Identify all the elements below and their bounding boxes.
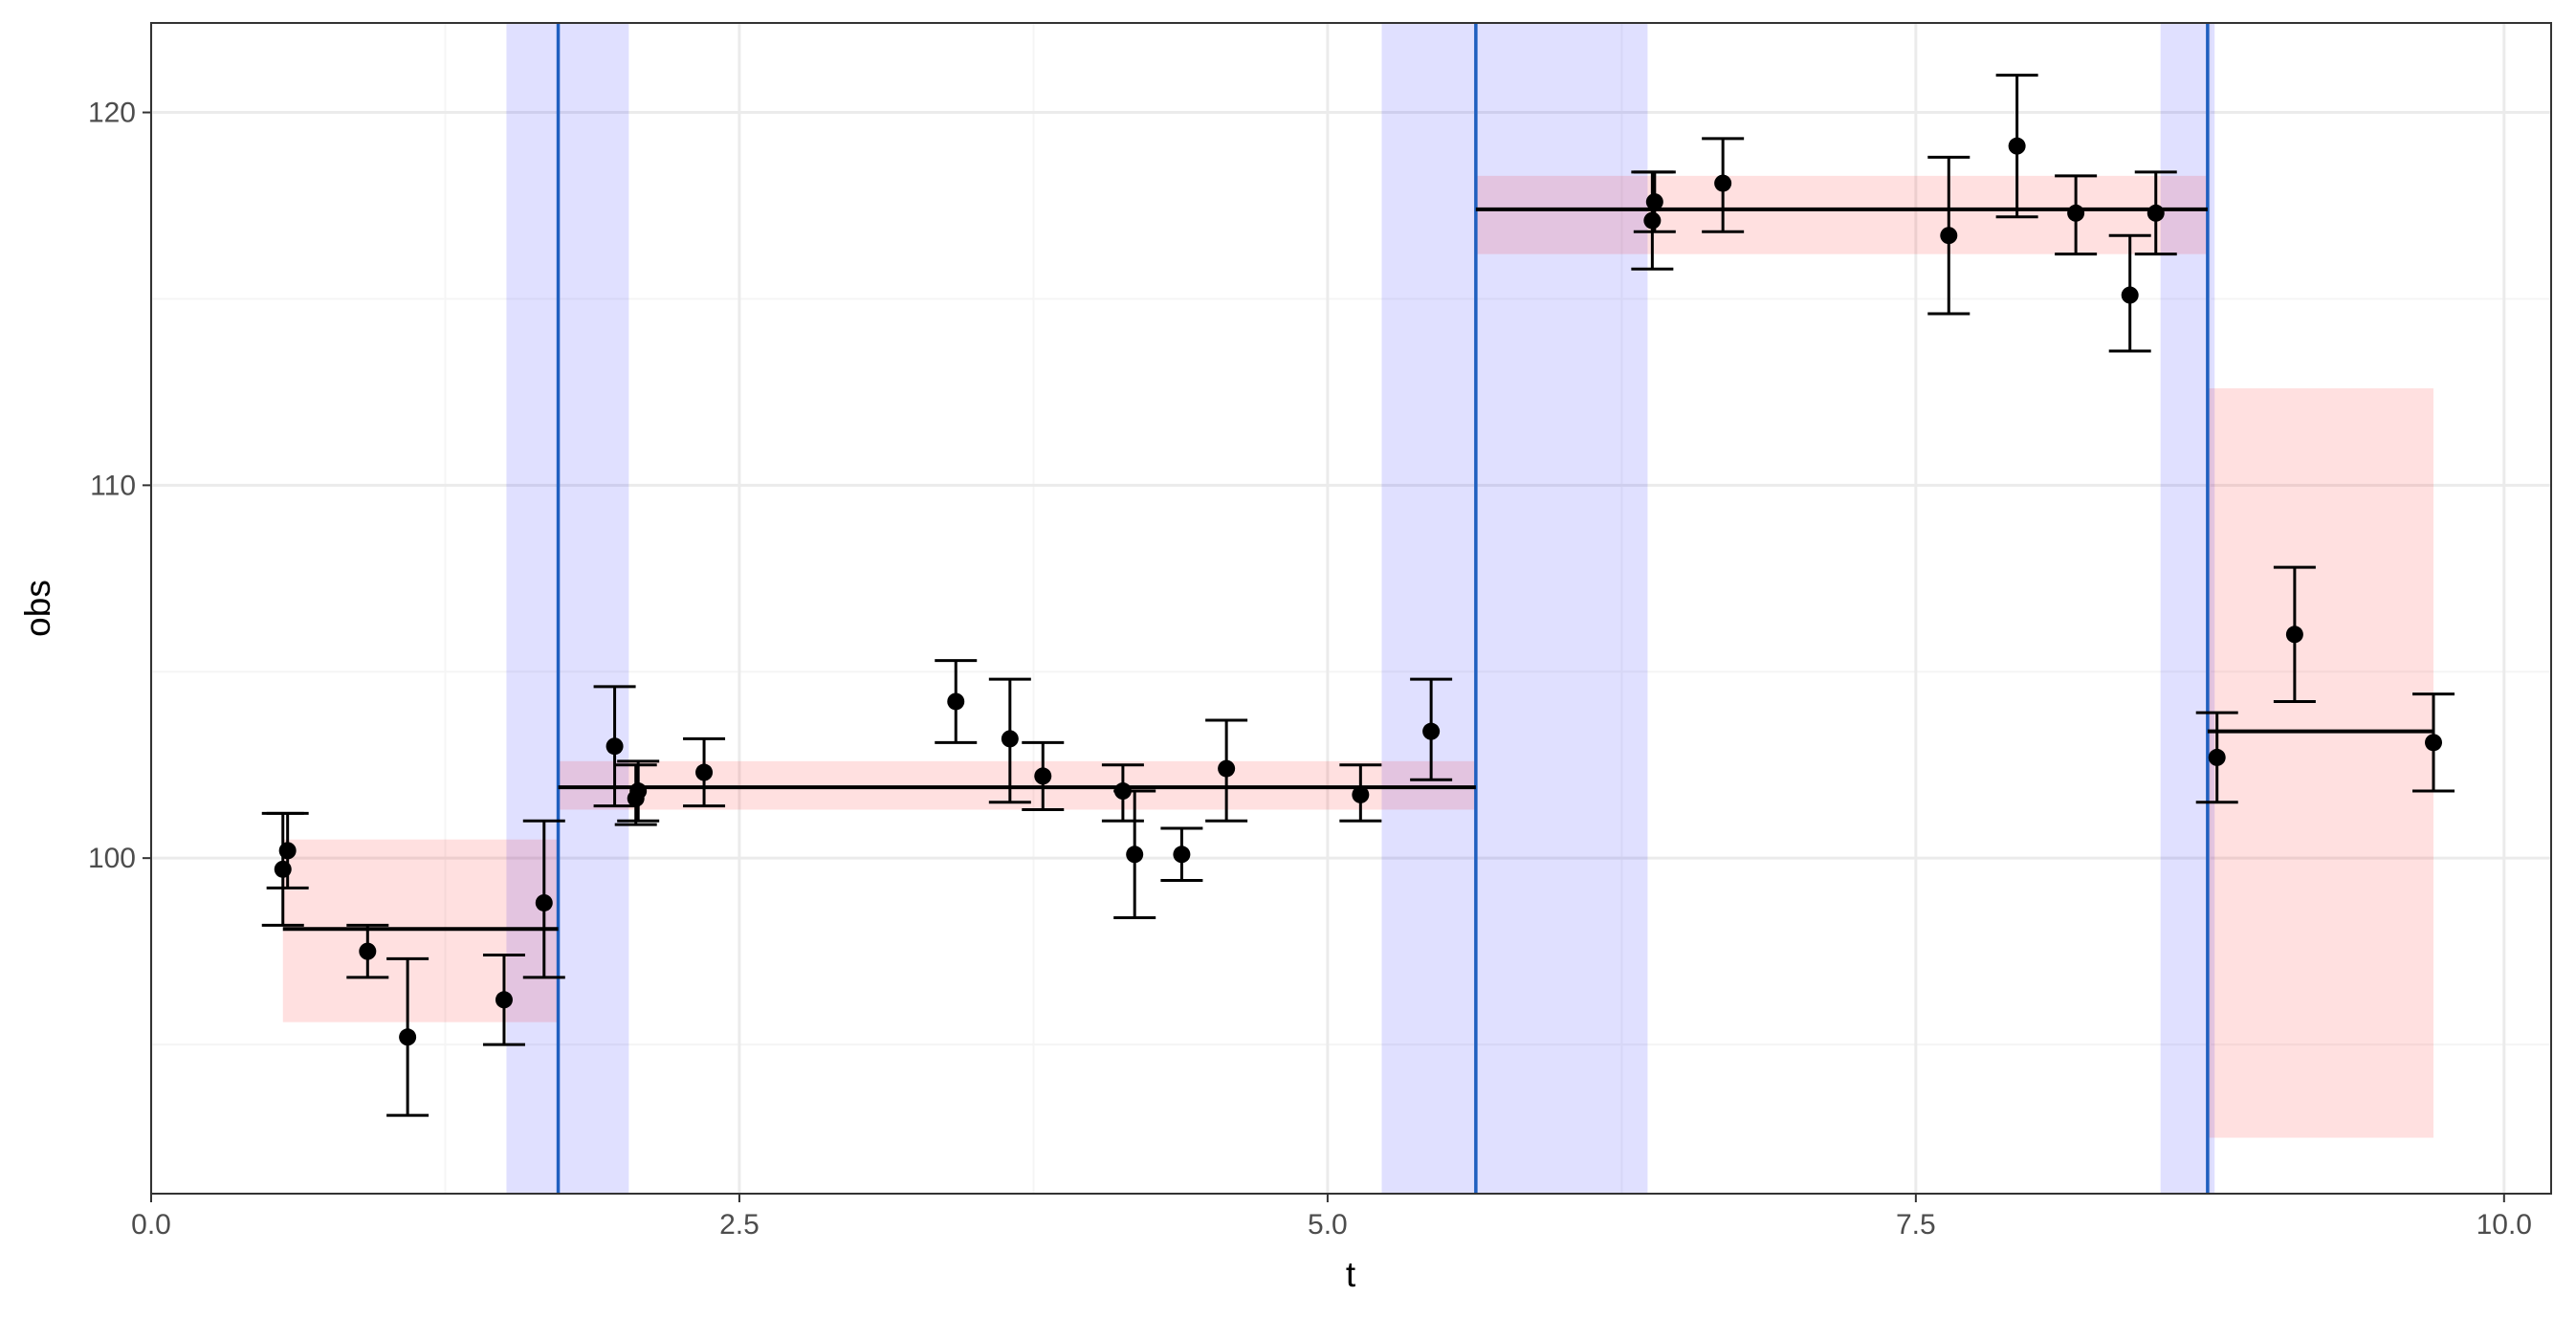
changepoint-interval bbox=[506, 23, 629, 1194]
y-axis-title: obs bbox=[18, 580, 57, 637]
data-point bbox=[2425, 734, 2443, 752]
data-point bbox=[535, 893, 553, 912]
x-tick-label: 0.0 bbox=[131, 1209, 171, 1241]
y-tick-label: 120 bbox=[88, 98, 136, 129]
data-point bbox=[2147, 204, 2165, 222]
data-points bbox=[274, 137, 2443, 1046]
segment-band bbox=[2207, 388, 2434, 1138]
data-point bbox=[1126, 846, 1144, 864]
x-axis-title: t bbox=[1346, 1255, 1356, 1294]
segment-lines bbox=[282, 207, 2434, 932]
data-point bbox=[2008, 137, 2026, 155]
data-point bbox=[1218, 759, 1236, 778]
y-tick-label: 110 bbox=[90, 470, 136, 501]
y-tick-label: 100 bbox=[88, 843, 136, 874]
data-point bbox=[1173, 846, 1191, 864]
data-point bbox=[1034, 767, 1052, 785]
changepoint-interval bbox=[2160, 23, 2215, 1194]
data-point bbox=[278, 842, 297, 860]
data-point bbox=[695, 763, 714, 781]
data-point bbox=[2285, 626, 2303, 644]
x-axis: 0.0 2.5 5.0 7.5 10.0 bbox=[131, 1194, 2532, 1241]
data-point bbox=[1643, 211, 1662, 230]
segment-band bbox=[1475, 175, 2208, 254]
data-point bbox=[947, 692, 965, 711]
data-point bbox=[1422, 722, 1441, 740]
x-tick-label: 2.5 bbox=[719, 1209, 760, 1241]
data-point bbox=[629, 782, 648, 801]
y-axis: 100 110 120 bbox=[88, 98, 151, 874]
data-point bbox=[399, 1028, 417, 1046]
changepoint-intervals bbox=[506, 23, 2215, 1194]
x-tick-label: 5.0 bbox=[1308, 1209, 1348, 1241]
changepoint-lines bbox=[556, 23, 2210, 1194]
data-point bbox=[359, 942, 377, 960]
data-point bbox=[2121, 286, 2139, 304]
data-point bbox=[1001, 730, 1019, 748]
data-point bbox=[1113, 782, 1132, 801]
data-point bbox=[1352, 785, 1370, 803]
data-point bbox=[1714, 174, 1732, 192]
x-tick-label: 7.5 bbox=[1896, 1209, 1936, 1241]
data-point bbox=[605, 737, 624, 756]
data-point bbox=[2208, 748, 2226, 766]
panel-border bbox=[150, 22, 2552, 1195]
x-tick-label: 10.0 bbox=[2477, 1209, 2532, 1241]
data-point bbox=[274, 860, 292, 878]
changepoint-interval bbox=[1381, 23, 1648, 1194]
data-point bbox=[2067, 204, 2085, 222]
data-point bbox=[1940, 227, 1958, 245]
data-point bbox=[495, 991, 513, 1009]
grid-minor bbox=[151, 23, 2551, 1194]
data-point bbox=[1645, 193, 1663, 211]
